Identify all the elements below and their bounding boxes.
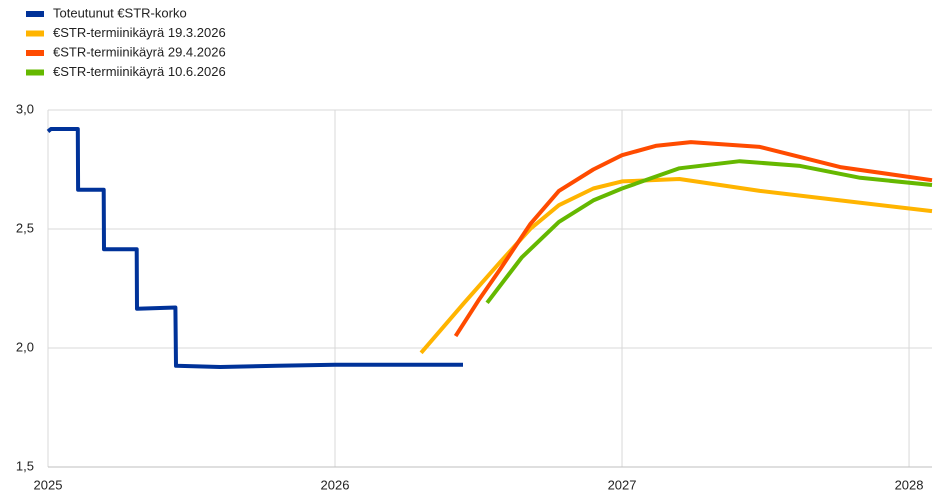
y-tick-label: 2,0 bbox=[16, 339, 34, 354]
x-tick-label: 2027 bbox=[608, 477, 637, 492]
x-tick-label: 2028 bbox=[895, 477, 924, 492]
legend-label: €STR-termiinikäyrä 29.4.2026 bbox=[53, 44, 226, 59]
series-line bbox=[485, 159, 933, 305]
legend-swatch bbox=[26, 50, 44, 56]
series-line bbox=[453, 140, 933, 338]
series-line bbox=[46, 127, 463, 369]
legend-label: €STR-termiinikäyrä 10.6.2026 bbox=[53, 64, 226, 79]
x-tick-label: 2026 bbox=[321, 477, 350, 492]
series-line bbox=[419, 177, 933, 355]
y-tick-label: 3,0 bbox=[16, 101, 34, 116]
legend-swatch bbox=[26, 30, 44, 37]
legend-swatch bbox=[26, 11, 44, 17]
y-tick-label: 1,5 bbox=[16, 458, 34, 473]
y-tick-label: 2,5 bbox=[16, 220, 34, 235]
legend-label: Toteutunut €STR-korko bbox=[53, 5, 187, 20]
legend-label: €STR-termiinikäyrä 19.3.2026 bbox=[53, 25, 226, 40]
x-tick-label: 2025 bbox=[34, 477, 63, 492]
legend-swatch bbox=[26, 69, 44, 76]
